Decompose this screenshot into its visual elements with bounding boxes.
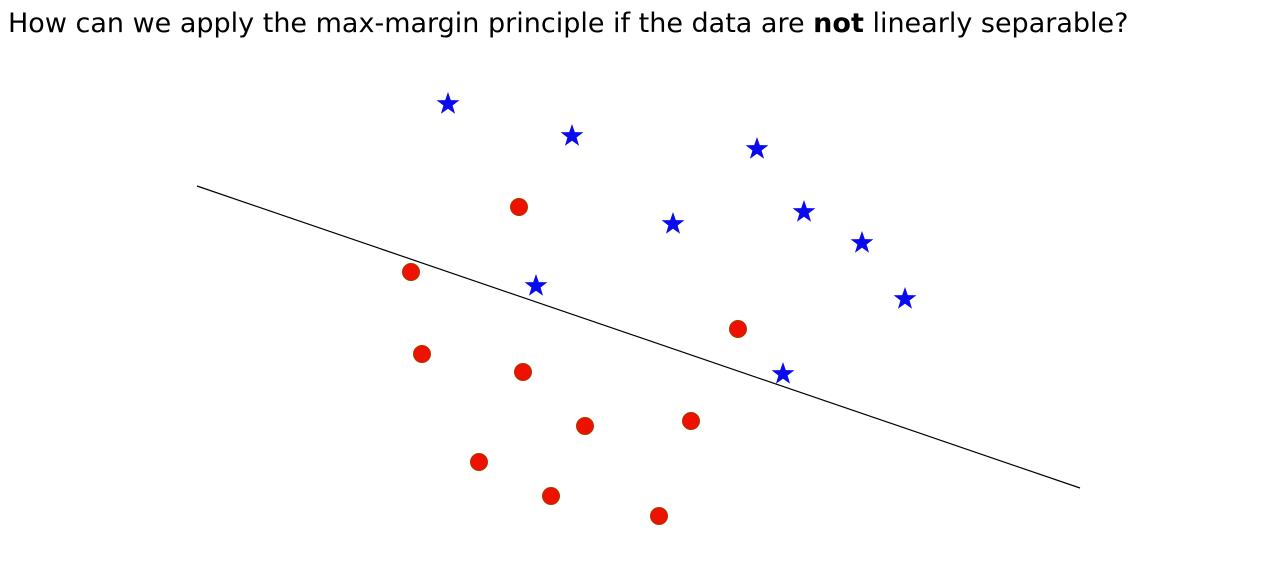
star-point-2	[560, 124, 584, 146]
star-point-8	[524, 274, 548, 296]
separating-line	[196, 185, 1081, 489]
star-point-5	[661, 212, 685, 234]
star-point-1	[436, 92, 460, 114]
question-text-after: linearly separable?	[863, 8, 1129, 39]
star-point-3	[745, 137, 769, 159]
circle-point-7	[682, 412, 700, 430]
circle-point-9	[542, 487, 560, 505]
question-text: How can we apply the max-margin principl…	[8, 4, 1268, 44]
circle-point-2	[402, 263, 420, 281]
star-point-6	[850, 231, 874, 253]
question-emphasis: not	[813, 8, 864, 39]
circle-point-6	[576, 417, 594, 435]
star-point-7	[893, 287, 917, 309]
circle-point-5	[514, 363, 532, 381]
star-point-4	[792, 200, 816, 222]
circle-point-10	[650, 507, 668, 525]
circle-point-8	[470, 453, 488, 471]
circle-point-4	[413, 345, 431, 363]
circle-point-1	[510, 198, 528, 216]
circle-point-3	[729, 320, 747, 338]
question-text-before: How can we apply the max-margin principl…	[8, 8, 814, 39]
star-point-9	[771, 362, 795, 384]
